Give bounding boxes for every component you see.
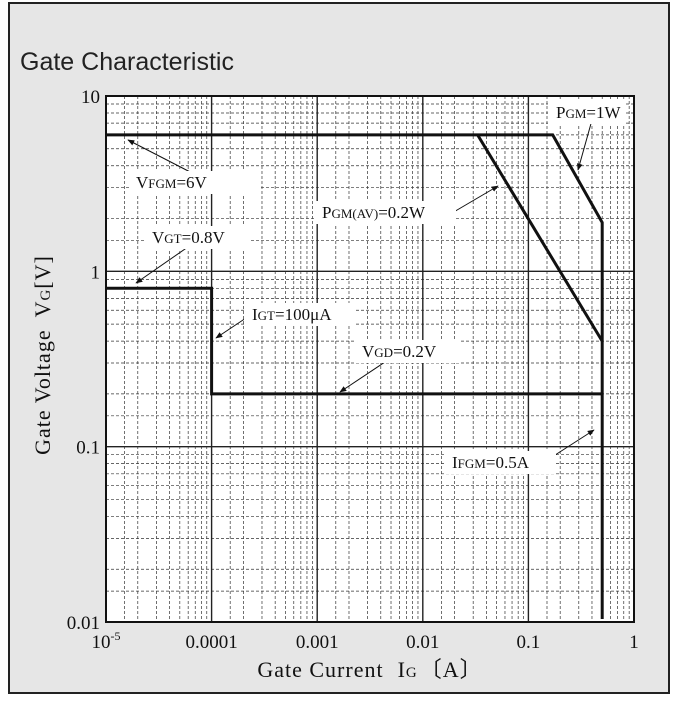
pgm-av-label-sub: GM(AV) bbox=[331, 206, 378, 221]
x-tick-base: 10 bbox=[92, 632, 111, 653]
vfgm-label: VFGM=6V bbox=[136, 173, 208, 192]
pgm-label: PGM=1W bbox=[556, 103, 622, 122]
pgm-label-sub: GM bbox=[565, 106, 586, 121]
pgm-av-curve bbox=[476, 134, 604, 342]
y-tick-label: 0.01 bbox=[67, 613, 100, 634]
igt-label-main: I bbox=[252, 305, 258, 324]
igt-label-sub: GT bbox=[258, 308, 275, 323]
leader-line bbox=[451, 185, 499, 214]
x-tick-label: 0.0001 bbox=[185, 632, 237, 653]
vgt-label: VGT=0.8V bbox=[152, 228, 225, 247]
igt-label: IGT=100μA bbox=[252, 305, 332, 324]
x-axis-unit: 〔A〕 bbox=[420, 657, 483, 682]
y-tick-label: 1 bbox=[91, 262, 101, 283]
leader-line bbox=[551, 429, 595, 458]
plot-border bbox=[105, 95, 635, 623]
x-axis-label: Gate Current IG〔A〕 bbox=[257, 657, 482, 682]
y-axis-symbol: V bbox=[30, 301, 55, 318]
y-axis-label-text: Gate Voltage bbox=[30, 329, 55, 454]
vfgm-label-bg bbox=[130, 171, 260, 194]
vgt-label-value: =0.8V bbox=[182, 228, 226, 247]
pgm-av-label-main: P bbox=[322, 203, 331, 222]
y-axis-subscript: G bbox=[38, 289, 54, 301]
y-axis-unit: [V] bbox=[30, 255, 55, 289]
ifgm-label-value: =0.5A bbox=[486, 453, 530, 472]
ifgm-label-bg bbox=[446, 451, 556, 474]
curves bbox=[106, 133, 604, 619]
pgm-1w-curve bbox=[106, 133, 604, 619]
vgd-label: VGD=0.2V bbox=[362, 342, 437, 361]
y-tick-label: 0.1 bbox=[76, 438, 100, 459]
x-axis-label-text: Gate Current bbox=[257, 657, 383, 682]
vfgm-label-value: =6V bbox=[176, 173, 207, 192]
ifgm-label-main: I bbox=[452, 453, 458, 472]
vgt-label-main: V bbox=[152, 228, 165, 247]
pgm-av-label: PGM(AV)=0.2W bbox=[322, 203, 426, 222]
annotations: PGM=1WVFGM=6VPGM(AV)=0.2WVGT=0.8VIGT=100… bbox=[130, 101, 626, 474]
y-axis-label: Gate Voltage VG[V] bbox=[30, 255, 55, 455]
pgm-label-bg bbox=[548, 101, 626, 124]
igt-label-value: =100μA bbox=[275, 305, 332, 324]
chart-title: Gate Characteristic bbox=[20, 48, 234, 76]
x-tick-exp: -5 bbox=[111, 629, 121, 643]
pgm-av-label-bg bbox=[316, 201, 456, 224]
x-tick-label: 0.1 bbox=[517, 632, 541, 653]
vgd-label-sub: GD bbox=[374, 345, 393, 360]
x-axis-subscript: G bbox=[406, 665, 418, 681]
leader-line bbox=[339, 359, 389, 393]
leader-line bbox=[127, 139, 197, 176]
x-tick-label: 1 bbox=[629, 632, 639, 653]
x-tick-label: 0.01 bbox=[406, 632, 439, 653]
vgt-label-bg bbox=[146, 226, 250, 249]
vgt-igt-vgd-curve bbox=[106, 286, 603, 396]
vfgm-label-main: V bbox=[136, 173, 149, 192]
vgd-label-main: V bbox=[362, 342, 375, 361]
x-tick-label: 10-5 bbox=[92, 629, 121, 653]
leader-line bbox=[577, 119, 593, 171]
pgm-label-main: P bbox=[556, 103, 565, 122]
ifgm-label-sub: FGM bbox=[458, 456, 487, 471]
vgd-label-value: =0.2V bbox=[393, 342, 437, 361]
ifgm-label: IFGM=0.5A bbox=[452, 453, 530, 472]
pgm-av-label-value: =0.2W bbox=[378, 203, 426, 222]
pgm-label-value: =1W bbox=[586, 103, 621, 122]
x-axis-symbol: I bbox=[398, 657, 406, 682]
vfgm-label-sub: FGM bbox=[148, 176, 177, 191]
vgt-label-sub: GT bbox=[164, 231, 181, 246]
igt-label-bg bbox=[244, 303, 354, 326]
x-tick-label: 0.001 bbox=[296, 632, 339, 653]
vgd-label-bg bbox=[355, 340, 460, 363]
y-tick-label: 10 bbox=[81, 87, 100, 108]
